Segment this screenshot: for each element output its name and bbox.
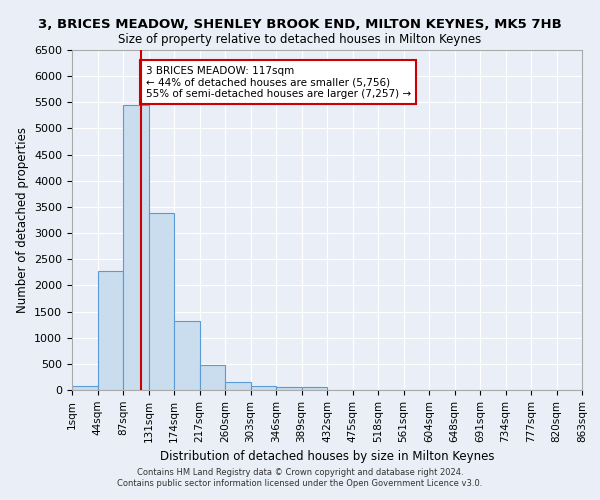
Bar	[302, 387, 327, 390]
Bar	[199, 366, 225, 390]
Text: 3 BRICES MEADOW: 117sqm
← 44% of detached houses are smaller (5,756)
55% of semi: 3 BRICES MEADOW: 117sqm ← 44% of detache…	[146, 66, 410, 99]
Bar	[123, 105, 149, 390]
Bar	[225, 382, 251, 390]
Text: Contains HM Land Registry data © Crown copyright and database right 2024.
Contai: Contains HM Land Registry data © Crown c…	[118, 468, 482, 487]
Bar	[149, 213, 174, 390]
Text: 3, BRICES MEADOW, SHENLEY BROOK END, MILTON KEYNES, MK5 7HB: 3, BRICES MEADOW, SHENLEY BROOK END, MIL…	[38, 18, 562, 30]
Bar	[72, 386, 97, 390]
Bar	[97, 270, 123, 390]
Y-axis label: Number of detached properties: Number of detached properties	[16, 127, 29, 313]
Bar	[174, 322, 199, 390]
Bar	[251, 386, 276, 390]
Text: Size of property relative to detached houses in Milton Keynes: Size of property relative to detached ho…	[118, 32, 482, 46]
Bar	[276, 387, 302, 390]
X-axis label: Distribution of detached houses by size in Milton Keynes: Distribution of detached houses by size …	[160, 450, 494, 463]
